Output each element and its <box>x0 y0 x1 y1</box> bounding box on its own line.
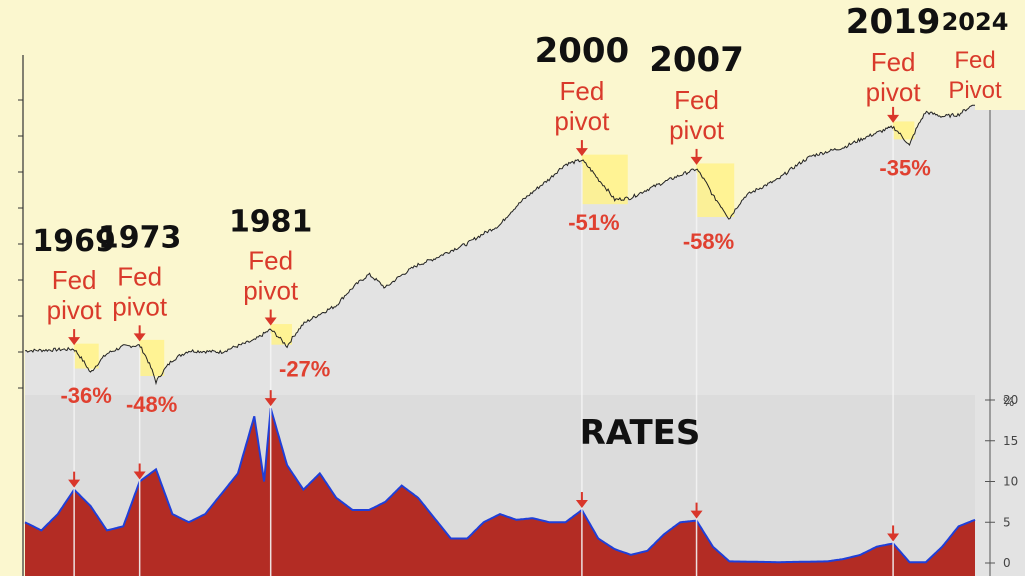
pivot-label-2024: Pivot <box>948 77 1002 104</box>
pivot-label-2000: pivot <box>554 106 610 136</box>
right-panel <box>975 110 1025 576</box>
stock-arrow-2000-head <box>575 148 588 157</box>
rate-arrow-2000-head <box>575 500 588 509</box>
pivot-label-1973: Fed <box>117 261 162 291</box>
pivot-label-1973: pivot <box>112 291 168 321</box>
pivot-label-1981: pivot <box>243 276 299 306</box>
drawdown-label-1969: -36% <box>60 383 111 408</box>
pivot-year-2024: 2024 <box>942 8 1009 36</box>
stock-arrow-1981-head <box>264 317 277 326</box>
axes-layer: 0 5 10 15 20 <box>18 55 1018 576</box>
rates-line <box>24 407 976 564</box>
pivot-label-2000: Fed <box>559 76 604 106</box>
drawdown-label-2000: -51% <box>568 210 619 235</box>
pivot-label-1969: pivot <box>47 295 103 325</box>
drawdown-label-2019: -35% <box>879 156 930 181</box>
rates-tick-label: 0 <box>1003 556 1011 570</box>
drawdown-highlight-3 <box>581 154 628 205</box>
rates-tick-label: 15 <box>1003 434 1018 448</box>
drawdown-highlight-4 <box>696 163 735 218</box>
rates-tick-label: 5 <box>1003 515 1011 529</box>
rates-tick-label: 10 <box>1003 475 1018 489</box>
drawdown-highlight-0 <box>74 343 99 369</box>
stock-arrow-2007-head <box>690 156 703 165</box>
drawdown-label-1973: -48% <box>126 392 177 417</box>
pivot-year-2007: 2007 <box>649 40 744 80</box>
rate-arrow-2019-head <box>887 533 900 542</box>
stock-line <box>24 104 975 386</box>
stock-arrow-2019-head <box>887 114 900 123</box>
rate-arrow-1973-head <box>133 471 146 480</box>
rate-arrow-1969-head <box>68 479 81 488</box>
pivot-year-1981: 1981 <box>229 205 313 240</box>
rate-arrow-1981-head <box>264 398 277 407</box>
pivot-label-1981: Fed <box>248 246 293 276</box>
drawdown-highlight-2 <box>270 324 292 345</box>
annotations-layer: 1969Fedpivot-36%1973Fedpivot-48%1981Fedp… <box>32 2 1008 576</box>
pivot-year-1969: 1969 <box>32 224 116 259</box>
pivot-label-2024: Fed <box>954 47 995 74</box>
rate-arrow-2007-head <box>690 510 703 519</box>
pivot-label-2007: pivot <box>669 115 725 145</box>
drawdown-label-2007: -58% <box>683 229 734 254</box>
pivot-label-2019: pivot <box>866 77 922 107</box>
drawdown-label-1981: -27% <box>279 356 330 381</box>
pivot-year-2019: 2019 <box>846 2 941 42</box>
pivot-year-1973: 1973 <box>98 220 182 255</box>
stock-arrow-1969-head <box>68 337 81 346</box>
rates-layer <box>24 395 976 576</box>
drawdown-highlight-5 <box>893 121 915 140</box>
rates-axis-unit: % <box>1003 395 1014 409</box>
rates-label: RATES <box>580 413 701 453</box>
pivot-label-2019: Fed <box>871 47 916 77</box>
pivot-label-2007: Fed <box>674 85 719 115</box>
rates-area-fill <box>25 408 975 576</box>
stock-arrow-1973-head <box>133 333 146 342</box>
pivot-year-2000: 2000 <box>535 31 630 71</box>
pivot-label-1969: Fed <box>52 265 97 295</box>
rates-tick-label: 20 <box>1003 393 1018 407</box>
